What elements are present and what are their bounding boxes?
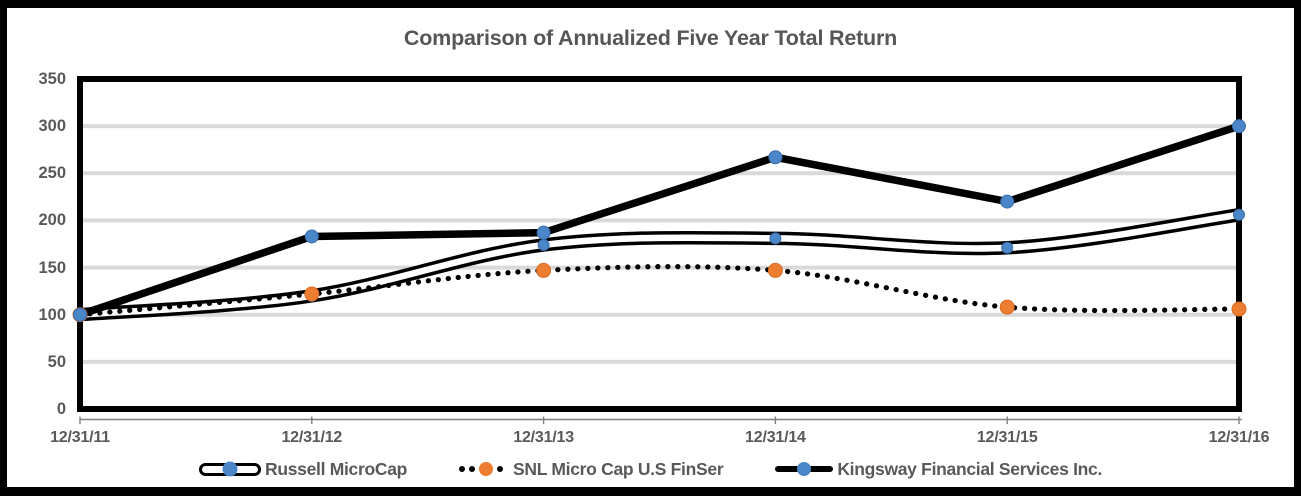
marker-kingsway-12/31/15 (1000, 194, 1015, 209)
y-axis-tick-label-300: 300 (38, 117, 66, 136)
legend-item-2: SNL Micro Cap U.S FinSer (459, 458, 724, 480)
legend-black-dot-icon (469, 466, 476, 472)
marker-kingsway-12/31/13 (536, 225, 551, 240)
legend-label: SNL Micro Cap U.S FinSer (513, 458, 724, 479)
legend-black-dot-icon (497, 466, 504, 472)
marker-snl-micro-cap-12/31/12 (304, 286, 320, 302)
legend-marker-double-line-icon (198, 461, 261, 477)
legend-marker-thick-line-icon (775, 462, 834, 476)
plot-area (72, 76, 1247, 424)
legend-marker-dotted-line-icon (459, 462, 509, 476)
series-line-kingsway (78, 122, 1241, 319)
marker-snl-micro-cap-12/31/16 (1231, 301, 1247, 317)
marker-russell-microcap-12/31/16 (1233, 208, 1245, 221)
series-line-russell-microcap-inner (79, 211, 1240, 318)
marker-kingsway-12/31/11 (73, 307, 87, 322)
chart-title: Comparison of Annualized Five Year Total… (403, 26, 898, 50)
x-axis-tick-label-1: 12/31/11 (50, 429, 110, 446)
y-axis-tick-label-100: 100 (38, 305, 66, 324)
legend-item-1: Russell MicroCap (198, 458, 408, 480)
y-axis-tick-label-0: 0 (56, 400, 66, 418)
series-line-snl-micro-cap (77, 263, 1242, 318)
x-axis-tick-label-6: 12/31/16 (1208, 429, 1270, 446)
y-axis-tick-label-150: 150 (38, 258, 66, 277)
legend-label: Russell MicroCap (264, 458, 408, 479)
y-axis-tick-label-50: 50 (47, 352, 66, 371)
marker-kingsway-12/31/12 (304, 229, 319, 244)
marker-kingsway-12/31/14 (768, 150, 783, 165)
x-axis-tick-label-4: 12/31/14 (745, 429, 806, 446)
chart-legend: Russell MicroCap SNL Micro Cap U.S FinSer… (0, 454, 1301, 484)
legend-blue-dot-icon (222, 461, 238, 477)
marker-russell-microcap-12/31/13 (537, 238, 550, 251)
legend-black-dot-icon (459, 466, 466, 472)
x-axis-tick-label-2: 12/31/12 (281, 429, 343, 446)
marker-snl-micro-cap-12/31/15 (999, 299, 1015, 315)
x-axis-tick-label-3: 12/31/13 (513, 429, 574, 446)
plot-frame (77, 76, 1242, 412)
marker-kingsway-12/31/16 (1232, 119, 1246, 134)
legend-blue-dot-icon (797, 462, 812, 476)
x-axis-tick-label-5: 12/31/15 (976, 429, 1038, 446)
y-axis-tick-label-200: 200 (38, 211, 66, 230)
marker-snl-micro-cap-12/31/13 (536, 262, 552, 278)
marker-snl-micro-cap-12/31/14 (767, 262, 783, 278)
legend-item-3: Kingsway Financial Services Inc. (775, 459, 1102, 480)
legend-label: Kingsway Financial Services Inc. (837, 458, 1103, 479)
marker-russell-microcap-12/31/15 (1001, 241, 1014, 254)
legend-orange-dot-icon (479, 462, 494, 476)
marker-russell-microcap-12/31/14 (769, 232, 782, 245)
y-axis-tick-label-350: 350 (38, 70, 66, 88)
y-axis-tick-label-250: 250 (38, 164, 66, 183)
